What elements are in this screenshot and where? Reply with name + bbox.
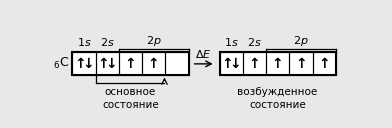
Bar [96,52,119,75]
Bar [72,52,189,75]
Text: $2p$: $2p$ [293,34,309,49]
Text: $_6$C: $_6$C [53,56,69,71]
Bar [165,52,189,75]
Text: $2p$: $2p$ [146,34,162,49]
Text: ↑: ↑ [148,57,160,71]
Text: ↑: ↑ [272,57,283,71]
Bar [312,52,336,75]
Text: ↑: ↑ [249,57,260,71]
Text: основное
состояние: основное состояние [102,87,159,110]
Text: ↓: ↓ [229,57,241,71]
Bar [243,52,266,75]
Text: ↑: ↑ [221,57,233,71]
Bar [142,52,165,75]
Text: ↑: ↑ [125,57,136,71]
Text: ↑: ↑ [318,57,330,71]
Bar [220,52,243,75]
Bar [220,52,336,75]
Text: $\Delta E$: $\Delta E$ [195,48,212,60]
Bar [266,52,289,75]
Text: $2s$: $2s$ [100,36,114,48]
Text: ↑: ↑ [97,57,109,71]
Text: ↓: ↓ [105,57,117,71]
Bar [289,52,312,75]
Bar [119,52,142,75]
Text: ↓: ↓ [82,57,94,71]
Text: ↑: ↑ [295,57,307,71]
Text: ↑: ↑ [74,57,85,71]
Text: $1s$: $1s$ [224,36,238,48]
Bar [72,52,96,75]
Text: $1s$: $1s$ [76,36,91,48]
Text: возбужденное
состояние: возбужденное состояние [238,87,318,110]
Text: $2s$: $2s$ [247,36,262,48]
